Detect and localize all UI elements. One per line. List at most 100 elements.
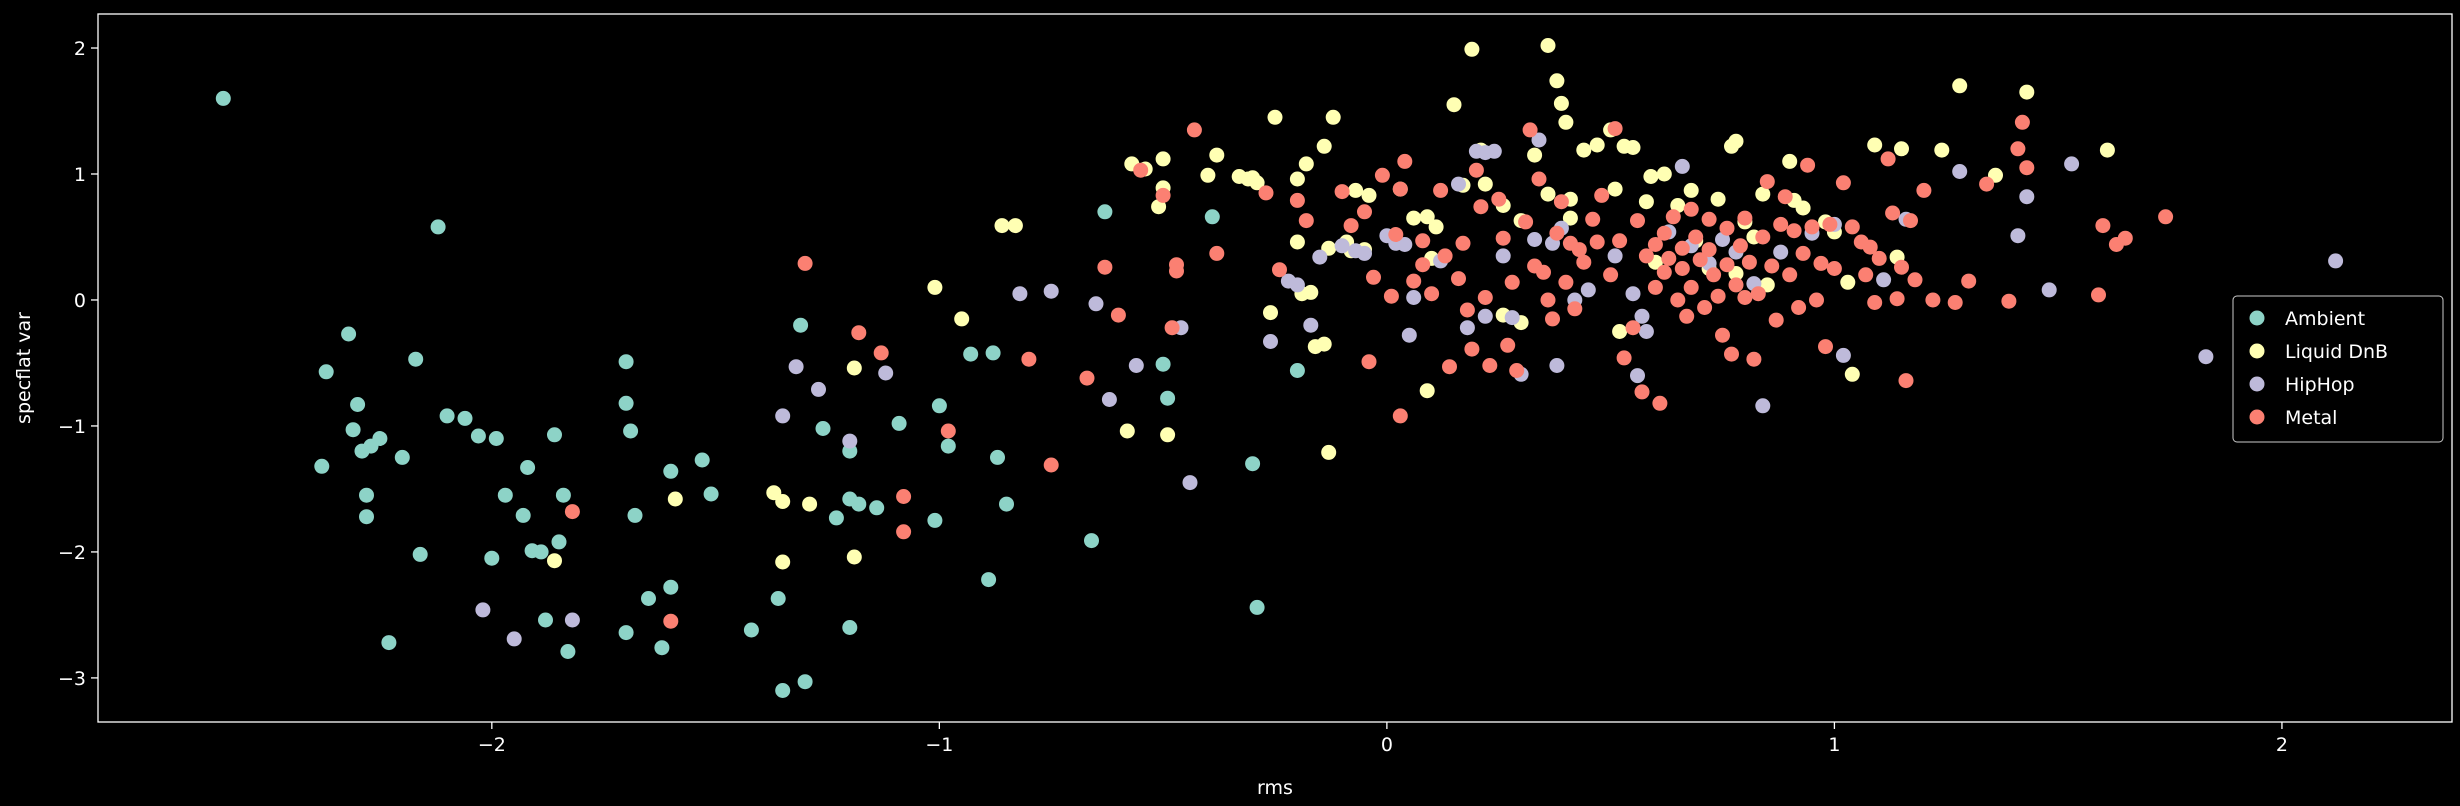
point-hiphop-19: [1312, 249, 1328, 265]
point-liquid-dnb-81: [1710, 191, 1726, 207]
point-liquid-dnb-24: [1249, 175, 1265, 191]
point-metal-66: [1567, 301, 1583, 317]
point-hiphop-15: [1263, 334, 1278, 349]
point-ambient-48: [828, 510, 844, 526]
point-liquid-dnb-76: [1670, 198, 1686, 213]
point-metal-144: [1947, 295, 1963, 310]
point-hiphop-34: [1477, 308, 1493, 324]
point-ambient-37: [663, 579, 679, 595]
point-metal-31: [1388, 227, 1404, 242]
point-ambient-2: [408, 351, 424, 367]
point-hiphop-30: [1459, 320, 1475, 336]
point-liquid-dnb-48: [1419, 383, 1435, 399]
point-metal-128: [1835, 175, 1851, 191]
point-liquid-dnb-14: [1155, 151, 1171, 167]
point-hiphop-65: [2010, 228, 2026, 244]
point-metal-107: [1737, 290, 1753, 305]
point-metal-115: [1773, 216, 1789, 232]
point-hiphop-29: [1451, 176, 1466, 192]
point-metal-64: [1558, 274, 1574, 290]
point-ambient-54: [891, 415, 907, 431]
legend-marker: [2249, 343, 2265, 359]
point-metal-124: [1813, 255, 1829, 271]
point-metal-149: [2014, 114, 2030, 130]
point-hiphop-33: [1486, 143, 1502, 159]
point-liquid-dnb-83: [1728, 133, 1744, 149]
point-ambient-66: [1160, 390, 1176, 406]
point-ambient-33: [623, 423, 639, 439]
point-metal-67: [1571, 242, 1587, 258]
y-axis-label: specflat var: [13, 312, 35, 424]
point-metal-27: [1366, 269, 1381, 285]
point-metal-22: [1289, 192, 1305, 208]
point-hiphop-8: [1012, 286, 1028, 302]
point-metal-114: [1768, 312, 1784, 328]
point-hiphop-14: [1182, 475, 1198, 491]
point-metal-54: [1509, 363, 1525, 378]
point-ambient-43: [770, 591, 786, 606]
point-liquid-dnb-95: [1844, 366, 1860, 382]
point-liquid-dnb-31: [1303, 284, 1319, 300]
point-hiphop-42: [1549, 358, 1565, 373]
point-liquid-dnb-28: [1298, 156, 1314, 172]
point-ambient-42: [743, 622, 759, 638]
point-metal-135: [1880, 151, 1896, 167]
point-metal-56: [1522, 122, 1538, 138]
point-hiphop-66: [2019, 189, 2035, 205]
point-liquid-dnb-9: [954, 311, 970, 327]
point-liquid-dnb-73: [1638, 194, 1654, 210]
point-ambient-55: [931, 398, 947, 414]
point-liquid-dnb-87: [1755, 186, 1771, 202]
point-metal-154: [2117, 230, 2133, 246]
point-liquid-dnb-98: [1894, 141, 1909, 157]
point-metal-155: [2158, 209, 2174, 225]
point-ambient-13: [412, 546, 428, 562]
point-metal-9: [1043, 457, 1059, 473]
point-metal-59: [1536, 264, 1551, 280]
point-metal-63: [1553, 194, 1569, 210]
point-ambient-40: [694, 452, 710, 468]
point-hiphop-46: [1625, 286, 1641, 302]
point-liquid-dnb-20: [1209, 147, 1225, 163]
point-ambient-28: [560, 644, 576, 659]
point-metal-51: [1495, 230, 1511, 246]
x-tick-label: 1: [1828, 734, 1840, 756]
point-metal-60: [1540, 292, 1556, 308]
point-metal-11: [1097, 259, 1113, 275]
legend: Ambient Liquid DnB HipHop Metal: [2232, 295, 2444, 443]
point-ambient-26: [555, 487, 571, 503]
point-ambient-63: [1097, 204, 1113, 220]
point-metal-10: [1079, 370, 1095, 386]
points-layer: [215, 38, 2344, 698]
point-metal-43: [1455, 235, 1471, 251]
point-liquid-dnb-39: [1361, 187, 1377, 203]
point-ambient-6: [345, 422, 361, 438]
point-ambient-32: [618, 395, 634, 411]
point-metal-90: [1679, 308, 1695, 324]
point-ambient-25: [547, 427, 562, 443]
point-metal-106: [1737, 210, 1753, 226]
point-hiphop-7: [878, 365, 894, 381]
point-ambient-53: [869, 500, 885, 516]
point-metal-89: [1674, 261, 1690, 276]
y-tick-label: 0: [74, 290, 86, 312]
point-ambient-17: [457, 410, 473, 426]
point-ambient-59: [985, 345, 1001, 361]
point-metal-17: [1169, 263, 1184, 279]
point-liquid-dnb-71: [1625, 140, 1641, 155]
point-hiphop-64: [1952, 164, 1968, 179]
point-hiphop-57: [1755, 398, 1771, 414]
point-metal-139: [1898, 373, 1914, 389]
point-metal-55: [1518, 214, 1534, 230]
point-liquid-dnb-6: [846, 360, 862, 376]
point-metal-82: [1652, 395, 1668, 411]
point-ambient-12: [359, 509, 374, 525]
point-ambient-38: [654, 640, 670, 656]
point-liquid-dnb-8: [927, 279, 943, 295]
point-hiphop-2: [564, 612, 580, 628]
point-liquid-dnb-42: [1321, 444, 1337, 460]
point-metal-33: [1397, 153, 1413, 169]
point-metal-0: [564, 504, 580, 520]
point-metal-13: [1133, 162, 1149, 178]
point-metal-74: [1612, 233, 1628, 249]
